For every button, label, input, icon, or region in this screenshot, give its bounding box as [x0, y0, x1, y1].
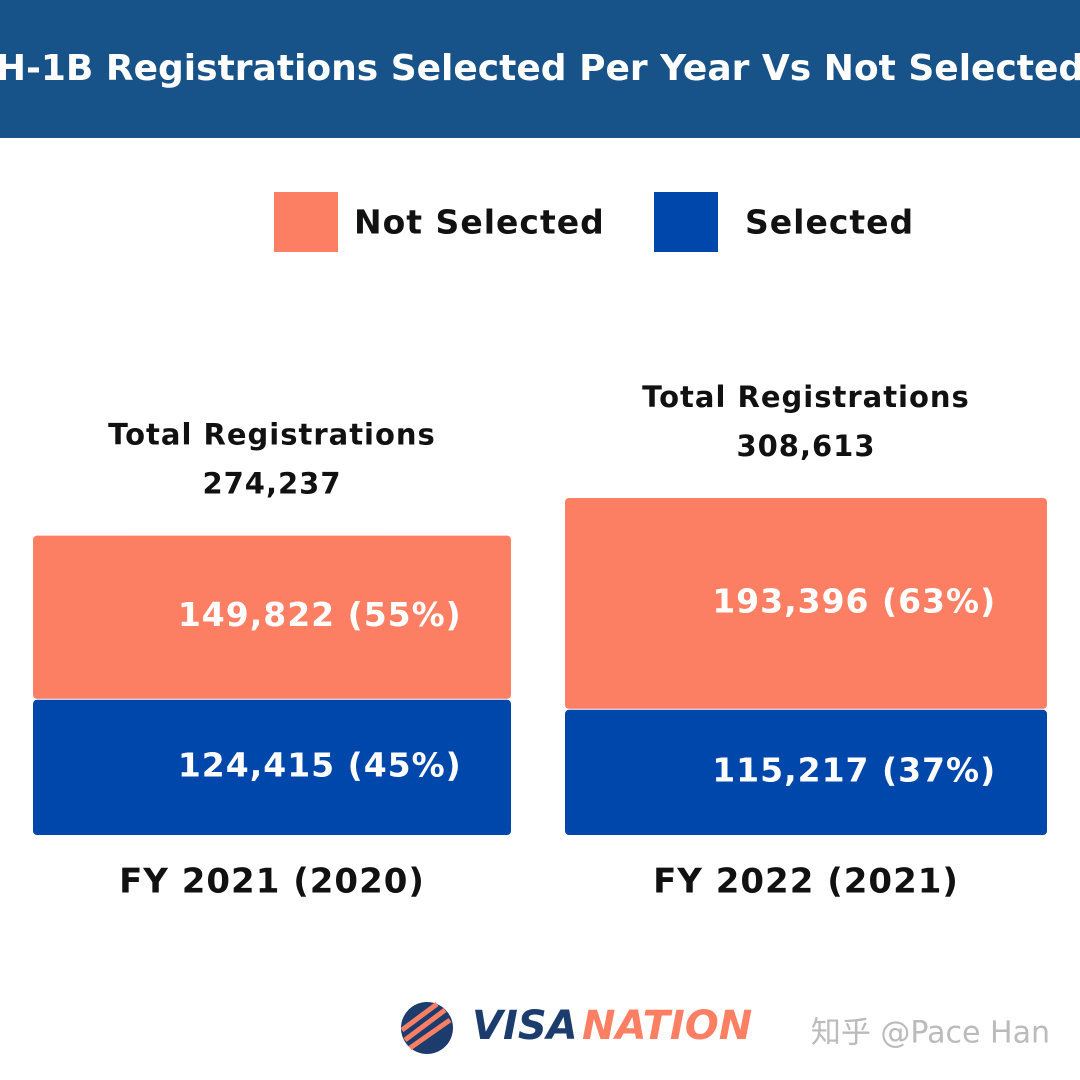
bar-segment — [33, 699, 511, 835]
value-label: 193,396 (63%) — [712, 581, 996, 620]
logo: VISA NATION — [400, 1001, 752, 1054]
chart-title: H-1B Registrations Selected Per Year Vs … — [0, 48, 1080, 89]
total-label: 274,237 — [202, 467, 341, 501]
legend-swatch — [274, 192, 338, 252]
logo-text: VISA — [472, 1003, 578, 1049]
logo-text: NATION — [582, 1003, 752, 1049]
total-title: Total Registrations — [642, 380, 970, 414]
legend-swatch — [654, 192, 718, 252]
bar-segment — [565, 709, 1047, 835]
value-label: 124,415 (45%) — [178, 745, 462, 784]
bar-segment — [33, 535, 511, 699]
bar-segment — [565, 498, 1047, 709]
x-tick-label: FY 2022 (2021) — [653, 862, 959, 902]
logo-stripes — [400, 1001, 452, 1051]
legend-label: Not Selected — [354, 203, 605, 242]
total-label: 308,613 — [736, 429, 875, 463]
total-title: Total Registrations — [108, 418, 436, 452]
legend-label: Selected — [745, 203, 914, 242]
title-band — [0, 0, 1080, 138]
value-label: 149,822 (55%) — [178, 595, 462, 634]
value-label: 115,217 (37%) — [712, 750, 996, 789]
x-tick-label: FY 2021 (2020) — [119, 862, 425, 902]
watermark: 知乎 @Pace Han — [811, 1016, 1050, 1051]
